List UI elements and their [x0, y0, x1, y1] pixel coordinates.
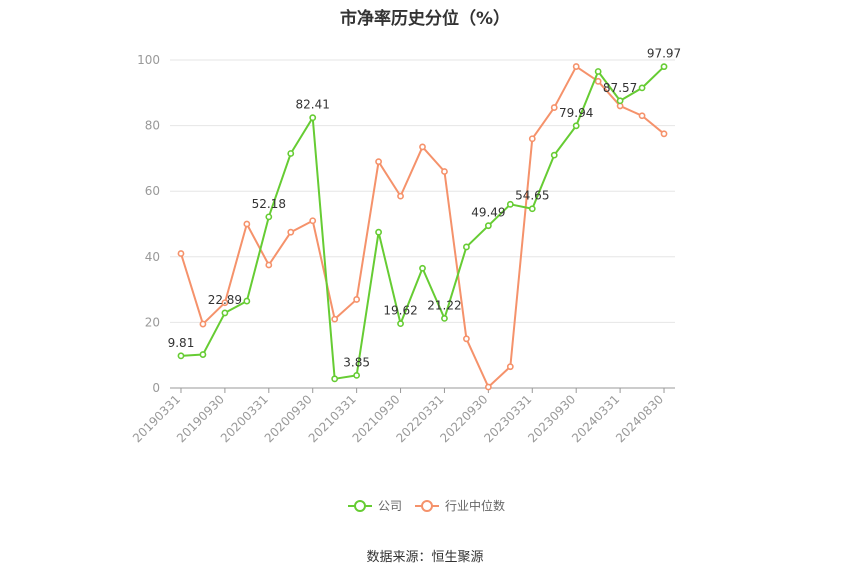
data-point: [572, 122, 580, 130]
legend-label: 公司: [378, 499, 402, 513]
data-point: [506, 363, 514, 371]
data-point: [594, 77, 602, 85]
data-point: [660, 63, 668, 71]
data-point: [309, 217, 317, 225]
y-tick-label: 100: [137, 53, 160, 67]
data-point: [528, 205, 536, 213]
data-label: 87.57: [603, 81, 637, 95]
data-point: [638, 84, 646, 92]
data-point: [177, 250, 185, 257]
data-point: [419, 143, 426, 151]
data-label: 49.49: [471, 206, 505, 220]
data-label: 97.97: [647, 47, 681, 61]
data-label: 79.94: [559, 106, 593, 120]
data-point: [484, 383, 492, 391]
y-tick-label: 60: [145, 184, 160, 198]
chart-title: 市净率历史分位（%）: [339, 9, 511, 29]
data-point: [638, 112, 646, 120]
data-label: 22.89: [208, 293, 242, 307]
data-label: 19.62: [383, 304, 417, 318]
y-tick-label: 20: [145, 315, 160, 329]
data-point: [419, 264, 426, 272]
data-point: [375, 228, 382, 236]
data-point: [243, 220, 251, 228]
data-point: [397, 320, 404, 328]
data-point: [463, 335, 470, 343]
data-point: [572, 63, 580, 70]
data-label: 9.81: [168, 336, 195, 350]
data-point: [506, 200, 514, 208]
legend-marker: [421, 500, 433, 512]
legend-label: 行业中位数: [445, 498, 505, 513]
data-point: [528, 135, 536, 143]
y-tick-label: 0: [152, 381, 160, 395]
data-point: [221, 299, 229, 307]
data-label: 82.41: [296, 98, 330, 112]
data-label: 3.85: [343, 355, 370, 369]
data-point: [265, 261, 273, 269]
data-point: [287, 150, 295, 157]
data-point: [199, 320, 207, 328]
legend-marker: [354, 500, 366, 512]
y-tick-label: 40: [145, 250, 160, 264]
data-point: [616, 97, 624, 105]
data-point: [441, 314, 448, 322]
data-point: [287, 228, 295, 236]
data-point: [484, 222, 492, 230]
data-point: [353, 371, 361, 379]
data-point: [375, 158, 382, 166]
data-point: [463, 243, 470, 251]
data-point: [199, 351, 207, 358]
data-point: [331, 315, 339, 323]
data-point: [397, 192, 404, 200]
x-tick-label: 20240830: [613, 392, 666, 445]
data-point: [177, 352, 185, 360]
data-point: [550, 104, 558, 111]
y-tick-label: 80: [145, 119, 160, 133]
data-point: [221, 309, 229, 317]
data-point: [441, 168, 448, 175]
data-point: [331, 375, 339, 383]
data-point: [594, 68, 602, 75]
data-point: [550, 151, 558, 159]
data-label: 54.65: [515, 189, 549, 203]
data-point: [243, 297, 251, 305]
data-label: 52.18: [252, 197, 286, 211]
data-point: [660, 130, 668, 138]
data-point: [265, 213, 273, 221]
data-label: 21.22: [427, 298, 461, 312]
data-point: [353, 296, 361, 303]
data-point: [309, 114, 317, 122]
source-note: 数据来源：恒生聚源: [366, 550, 484, 565]
